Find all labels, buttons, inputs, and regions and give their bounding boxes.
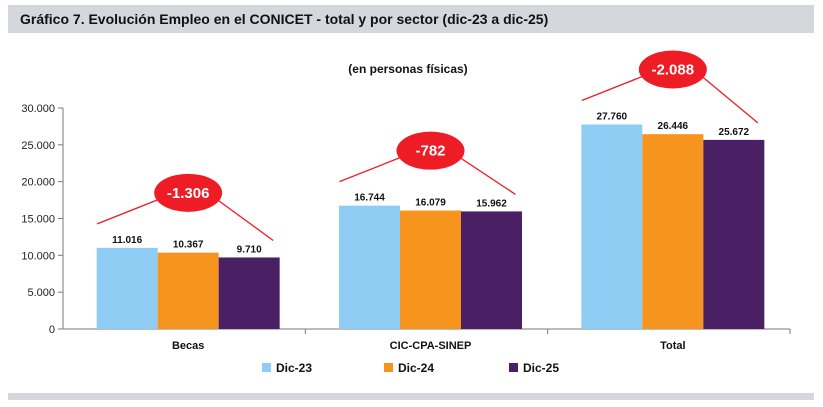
y-tick-label: 25.000 <box>21 140 55 152</box>
legend-label: Dic-25 <box>523 361 559 375</box>
y-tick-label: 20.000 <box>21 177 55 189</box>
bar-dic-25 <box>461 211 522 329</box>
chart-title: Gráfico 7. Evolución Empleo en el CONICE… <box>20 11 549 27</box>
data-label: 25.672 <box>719 127 750 138</box>
data-label: 16.744 <box>354 193 385 204</box>
legend-label: Dic-24 <box>398 361 434 375</box>
y-tick-label: 15.000 <box>21 214 55 226</box>
data-label: 9.710 <box>237 244 262 255</box>
annotation-ellipse <box>396 131 465 170</box>
y-tick-label: 30.000 <box>21 103 55 115</box>
bottom-bar <box>8 393 814 400</box>
bar-dic-23 <box>96 247 158 329</box>
y-tick-label: 0 <box>49 324 55 336</box>
annotation-value: -782 <box>415 143 445 160</box>
legend-swatch <box>384 363 393 372</box>
y-tick-label: 10.000 <box>21 250 55 262</box>
legend-swatch <box>509 363 518 372</box>
data-label: 16.079 <box>415 198 446 209</box>
data-label: 26.446 <box>658 121 689 132</box>
data-label: 27.760 <box>597 112 628 123</box>
bar-dic-24 <box>157 252 219 329</box>
annotation-value: -1.306 <box>167 185 210 202</box>
annotation-connector <box>96 198 161 225</box>
bar-dic-24 <box>642 134 704 329</box>
data-label: 15.962 <box>476 198 507 209</box>
legend-label: Dic-23 <box>276 361 312 375</box>
bar-dic-23 <box>581 124 643 329</box>
y-tick-label: 5.000 <box>27 287 55 299</box>
annotation-ellipse <box>154 173 223 212</box>
bar-dic-23 <box>339 205 400 329</box>
bar-dic-24 <box>400 210 461 329</box>
annotation-connector <box>215 198 274 241</box>
annotation-value: -2.088 <box>652 62 695 79</box>
annotation-connector <box>700 75 759 124</box>
legend-swatch <box>262 363 271 372</box>
bar-dic-25 <box>703 139 765 329</box>
chart-subtitle: (en personas físicas) <box>348 62 467 76</box>
category-label: Becas <box>172 340 204 352</box>
annotation-connector <box>581 74 646 102</box>
data-label: 10.367 <box>173 240 204 251</box>
title-bar: Gráfico 7. Evolución Empleo en el CONICE… <box>8 5 814 33</box>
category-label: Total <box>660 340 685 352</box>
annotation-connector <box>458 156 516 195</box>
data-label: 11.016 <box>112 235 142 246</box>
category-label: CIC-CPA-SINEP <box>390 340 472 352</box>
annotation-ellipse <box>638 50 707 89</box>
annotation-connector <box>339 156 403 183</box>
bar-dic-25 <box>218 257 280 329</box>
